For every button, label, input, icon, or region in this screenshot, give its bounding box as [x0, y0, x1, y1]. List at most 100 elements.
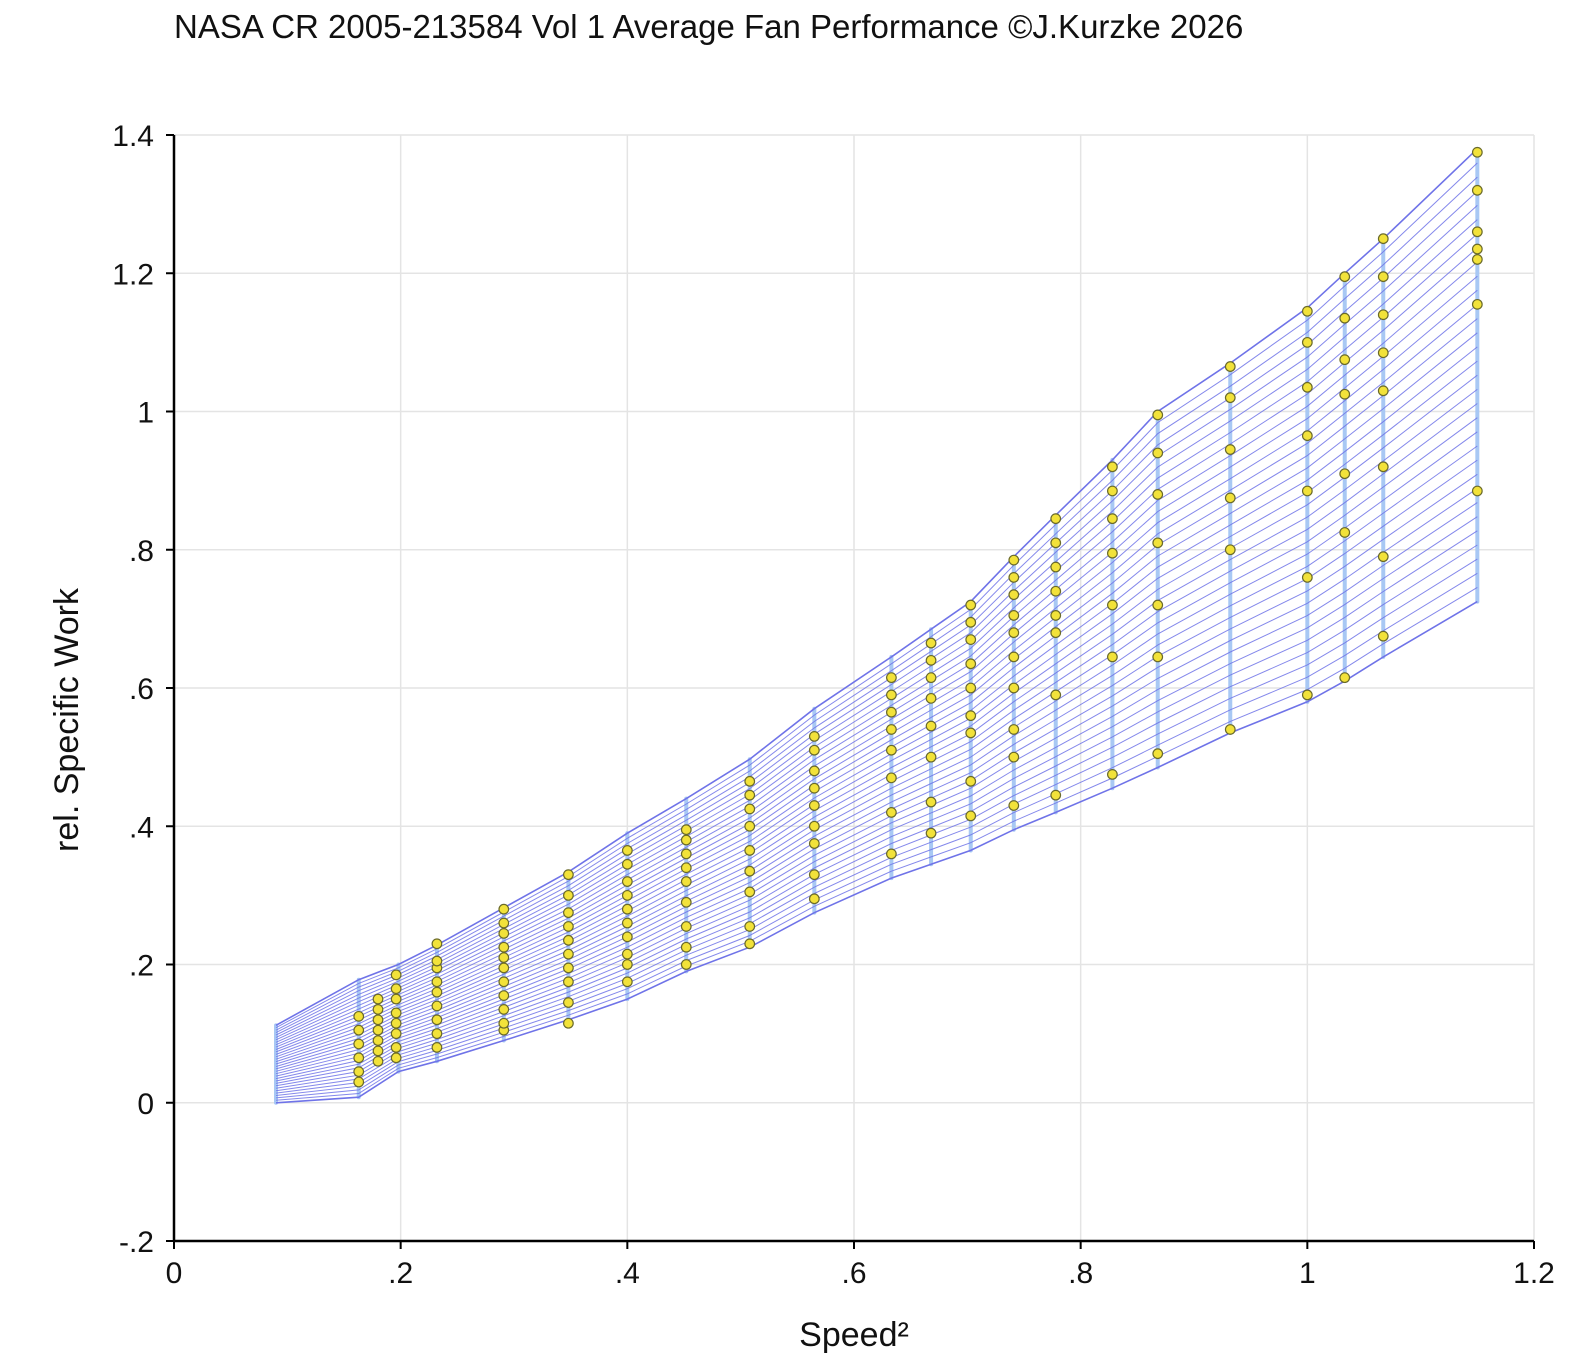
data-point	[1152, 489, 1164, 500]
data-point	[353, 1076, 365, 1088]
data-point	[1224, 361, 1236, 372]
data-point	[965, 682, 977, 694]
data-point	[886, 772, 897, 784]
data-point	[621, 917, 633, 929]
data-point	[1377, 551, 1389, 563]
characteristic-lines	[275, 162, 1478, 1101]
data-point	[808, 765, 820, 777]
data-point	[390, 1052, 402, 1064]
data-point	[680, 848, 692, 860]
characteristic-line	[275, 403, 1478, 1070]
characteristic-line	[275, 261, 1478, 1046]
characteristic-line	[275, 346, 1478, 1060]
data-point	[563, 907, 574, 919]
series-lines	[275, 148, 1478, 1104]
data-point	[1008, 554, 1020, 566]
data-point	[372, 1055, 384, 1067]
data-point	[563, 869, 574, 881]
data-point	[1152, 748, 1164, 760]
characteristic-line	[275, 233, 1478, 1041]
data-point	[390, 969, 402, 981]
data-point	[1008, 589, 1020, 601]
data-point	[390, 993, 402, 1005]
characteristic-line	[275, 374, 1478, 1065]
data-point	[563, 997, 574, 1008]
x-tick-label: .4	[615, 1257, 640, 1290]
characteristic-line	[275, 318, 1478, 1055]
data-point	[1224, 392, 1236, 404]
data-point	[1224, 492, 1236, 504]
data-point	[1339, 354, 1351, 366]
data-point	[498, 976, 510, 988]
data-point	[744, 775, 756, 787]
data-point	[498, 917, 510, 929]
data-point	[680, 876, 692, 887]
y-tick-label: .6	[129, 673, 154, 706]
data-point	[431, 955, 443, 967]
data-point	[353, 1024, 365, 1036]
data-point	[431, 1042, 443, 1053]
data-point	[680, 941, 692, 953]
data-point	[1224, 724, 1236, 735]
data-point	[886, 744, 897, 756]
data-point	[390, 983, 402, 995]
data-point	[1152, 447, 1164, 459]
characteristic-line	[275, 473, 1478, 1082]
characteristic-line	[275, 289, 1478, 1050]
data-point	[808, 820, 820, 832]
data-point	[1301, 689, 1313, 701]
data-point	[390, 1017, 402, 1029]
characteristic-line	[275, 389, 1478, 1067]
data-point	[1050, 789, 1062, 801]
characteristic-line	[275, 219, 1478, 1038]
characteristic-line	[275, 205, 1478, 1036]
characteristic-line	[275, 360, 1478, 1063]
data-point	[1377, 385, 1389, 397]
data-point	[1301, 336, 1313, 348]
data-point	[1377, 309, 1389, 321]
data-point	[1339, 468, 1351, 480]
data-point	[925, 654, 937, 666]
data-point	[1224, 444, 1236, 455]
data-point	[1471, 226, 1483, 238]
data-point	[965, 634, 977, 646]
data-point	[1050, 627, 1062, 639]
data-point	[563, 976, 574, 988]
data-point	[1471, 243, 1483, 255]
data-point	[1471, 184, 1483, 196]
data-point	[431, 976, 443, 988]
characteristic-line	[275, 544, 1478, 1094]
characteristic-line	[275, 332, 1478, 1058]
y-tick-label: 0	[137, 1088, 154, 1121]
x-axis-label: Speed²	[799, 1316, 909, 1354]
x-tick-label: 1	[1299, 1257, 1316, 1290]
y-tick-label: .8	[129, 535, 154, 568]
data-point	[744, 938, 756, 950]
data-point	[431, 1028, 443, 1040]
data-point	[563, 934, 574, 946]
data-point	[353, 1066, 365, 1078]
data-point	[621, 976, 633, 988]
data-points	[353, 146, 1483, 1088]
data-point	[1301, 305, 1313, 317]
data-point	[498, 952, 510, 963]
characteristic-line	[275, 176, 1478, 1031]
data-point	[621, 845, 633, 856]
data-point	[808, 838, 820, 849]
surge-boundary-line	[275, 148, 1478, 1027]
data-point	[925, 692, 937, 704]
data-point	[498, 941, 510, 953]
data-point	[886, 706, 897, 718]
characteristic-line	[275, 431, 1478, 1075]
data-point	[353, 1052, 365, 1064]
data-point	[1301, 485, 1313, 497]
data-point	[1008, 751, 1020, 763]
data-point	[744, 886, 756, 898]
data-point	[925, 672, 937, 684]
data-point	[744, 845, 756, 856]
data-point	[1471, 485, 1483, 497]
data-point	[744, 789, 756, 801]
data-point	[925, 720, 937, 732]
data-point	[431, 1000, 443, 1012]
data-point	[744, 865, 756, 877]
